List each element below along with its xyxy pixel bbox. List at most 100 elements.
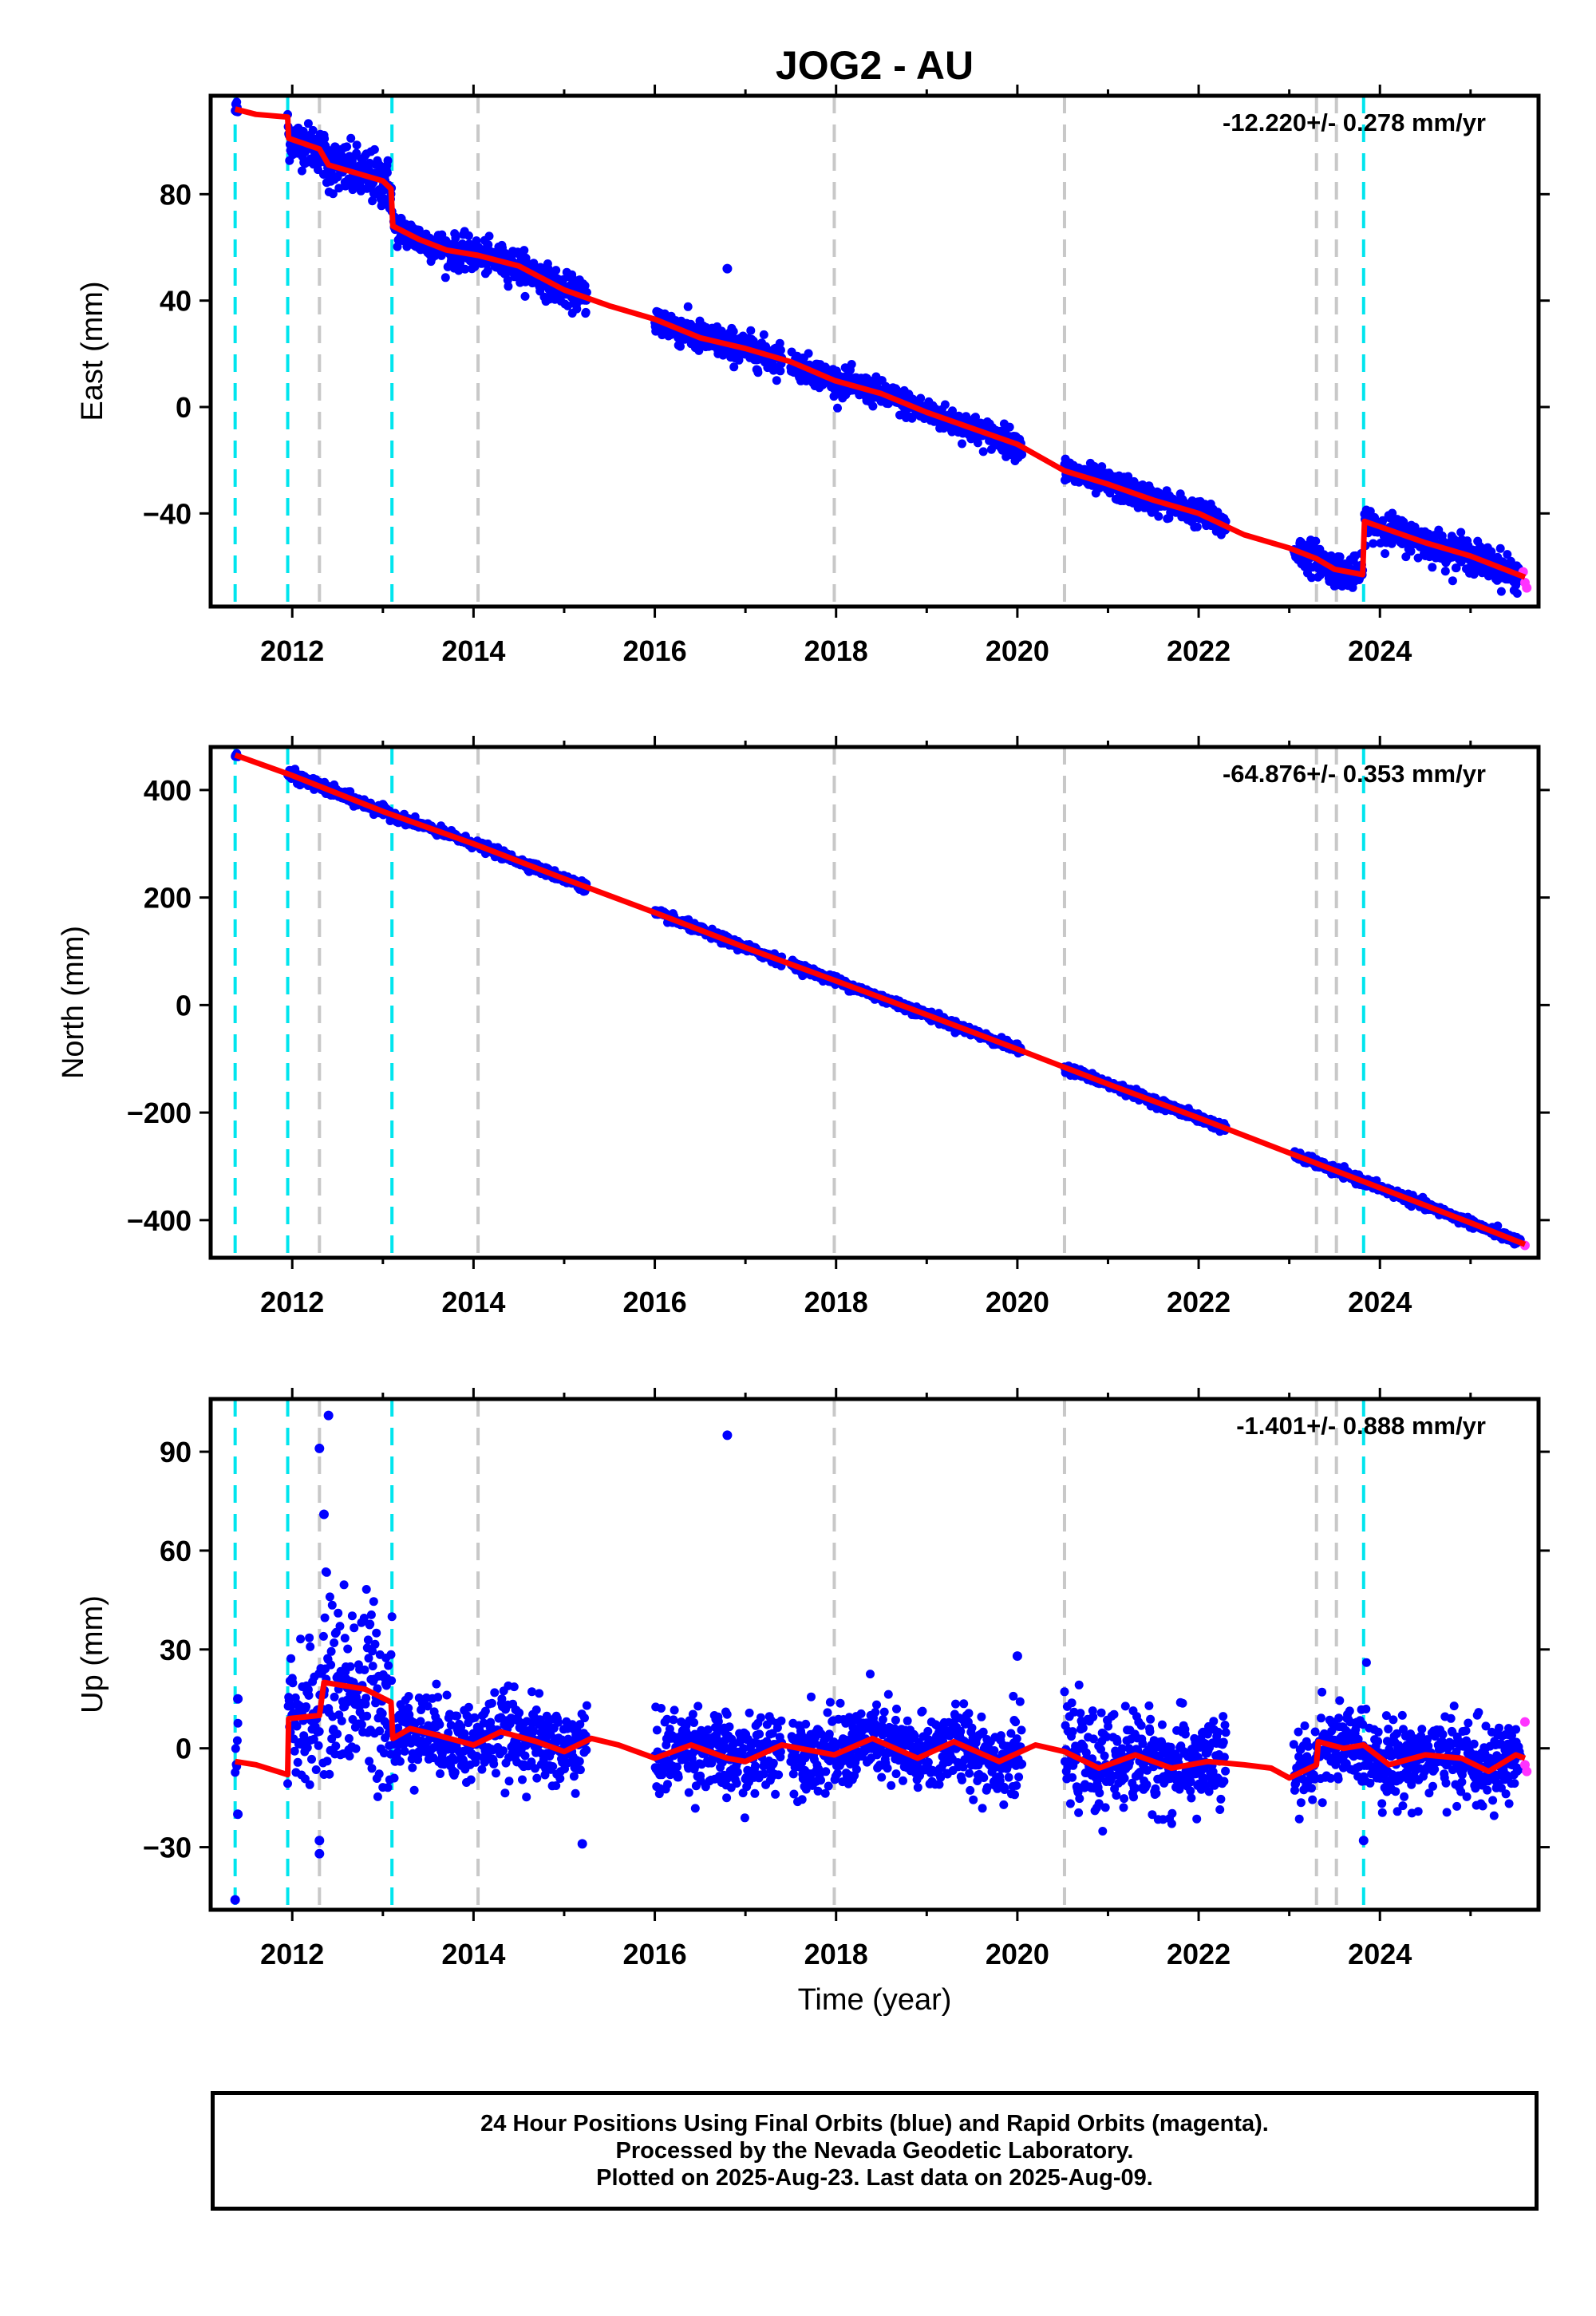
data-point [847,360,856,369]
data-point [387,1676,397,1686]
data-point [958,439,966,449]
data-point [367,1764,377,1773]
data-point [775,338,784,348]
data-point [383,156,393,165]
data-point [386,1749,395,1759]
y-tick-label: 0 [176,391,192,424]
data-point [357,1720,366,1729]
data-point [729,362,739,372]
x-tick-label: 2018 [804,634,868,667]
data-point [339,1580,349,1590]
data-point [1406,547,1416,556]
data-point [729,326,738,336]
y-tick-label: −200 [127,1097,192,1129]
data-point [231,1744,240,1753]
data-point [359,1614,369,1622]
data-point [1495,543,1505,553]
data-point [334,1608,343,1618]
data-point [233,1718,243,1728]
data-point [1496,587,1506,596]
data-point [1097,462,1107,472]
data-point [1512,589,1522,598]
data-point [293,1757,302,1767]
data-point [1369,539,1378,548]
data-point [325,1592,334,1602]
data-point [804,349,813,358]
data-point [414,225,424,235]
data-point [373,1792,382,1801]
data-point [327,1600,337,1610]
data-point [363,1635,373,1645]
plot-area [230,1399,1532,1910]
data-point [320,1613,330,1622]
data-point [346,1662,355,1671]
data-point [833,403,842,413]
data-point [372,1628,381,1638]
x-tick-label: 2016 [623,1286,687,1318]
data-point [306,1642,315,1651]
data-point [1452,563,1461,573]
data-point [382,168,392,177]
data-point [314,1741,323,1750]
x-tick-label: 2014 [441,634,505,667]
x-tick-label: 2012 [260,1286,324,1318]
data-point [348,1715,358,1724]
data-point [940,400,950,409]
y-tick-label: −40 [143,497,192,530]
data-point [483,266,492,275]
plot-area [231,96,1532,607]
data-point [308,125,318,135]
data-point [292,1721,302,1731]
rate-label: -64.876+/- 0.353 mm/yr [1223,760,1486,788]
x-tick-label: 2014 [441,1286,505,1318]
data-point [383,1783,393,1792]
x-tick-label: 2024 [1348,634,1412,667]
data-point [978,447,988,456]
data-point [746,326,756,335]
data-point [337,1716,346,1725]
data-point [1017,450,1027,459]
data-point [331,1741,341,1751]
data-point [343,1644,353,1654]
data-point [298,126,308,136]
data-point [551,266,561,275]
data-point [362,1711,372,1721]
data-point [1192,522,1202,532]
data-point [326,1646,336,1656]
data-point [451,233,460,243]
data-point [683,302,693,311]
data-point [368,1662,377,1671]
data-point [1503,550,1512,559]
y-tick-label: −400 [127,1204,192,1237]
data-point [916,393,926,403]
data-point [345,1751,354,1761]
data-point [753,368,763,377]
data-point [351,1744,361,1753]
y-axis-label: East (mm) [76,281,109,421]
data-point [520,291,530,301]
data-point [1005,422,1014,432]
y-tick-label: 80 [160,178,192,211]
data-point [300,1774,310,1784]
data-point [1124,472,1133,481]
data-point [365,1757,374,1766]
data-point [340,1634,350,1643]
data-point [373,1684,382,1694]
data-point [776,346,785,355]
data-point [369,1597,378,1607]
data-point [519,246,529,255]
data-point [302,1702,311,1711]
data-point [387,1612,397,1622]
data-point [384,1661,393,1670]
data-point [322,1757,332,1766]
data-point [330,1638,339,1647]
data-point [286,1654,296,1663]
panel-2: 2012 2014 2016 2018 2020 2022 2024−300306090Up… [76,1388,1550,1970]
data-point [1311,536,1321,546]
data-point [296,1634,306,1644]
panel-0: 2012 2014 2016 2018 2020 2022 2024−4004080East… [76,85,1550,667]
data-point [368,196,377,206]
data-point [393,242,402,251]
data-point [386,1650,396,1659]
data-point [1378,516,1388,525]
